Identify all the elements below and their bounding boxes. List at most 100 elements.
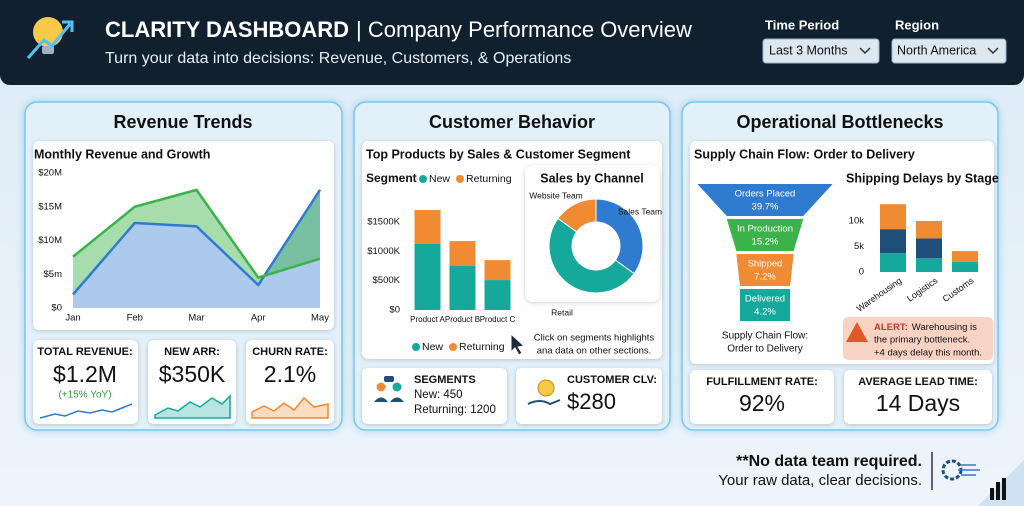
title-strong: CLARITY DASHBOARD xyxy=(105,17,349,42)
pie-segment xyxy=(595,198,644,275)
chart-note: Click on segments highlights xyxy=(534,333,655,344)
x-tick-label: Product B xyxy=(445,315,480,324)
sparkline xyxy=(39,403,133,419)
y-tick-label: $0 xyxy=(51,303,62,314)
funnel-stage xyxy=(726,219,804,251)
y-tick-label: $20M xyxy=(38,168,62,179)
y-tick-label: $0 xyxy=(389,305,400,316)
bar-segment xyxy=(880,253,906,272)
y-tick-label: 0 xyxy=(859,267,864,278)
pie-label: Retail xyxy=(551,307,573,317)
funnel-stage xyxy=(739,289,791,321)
x-tick-label: Apr xyxy=(251,313,266,324)
chart-title: Top Products by Sales & Customer Segment xyxy=(366,147,631,161)
filter-label: Region xyxy=(895,17,939,32)
kpi-line: New: 450 xyxy=(414,389,463,401)
coin-icon xyxy=(527,379,561,406)
stage-value: 39.7% xyxy=(752,202,779,213)
kpi-value: $1.2M xyxy=(53,361,117,387)
legend-swatch xyxy=(456,175,465,183)
kpi-value: $350K xyxy=(159,361,226,387)
chevron[interactable] xyxy=(987,47,999,55)
kpi-card xyxy=(362,368,507,424)
kpi-card xyxy=(33,340,138,424)
chart-title: Monthly Revenue and Growth xyxy=(34,147,210,161)
alert-line: Warehousing is xyxy=(912,322,977,333)
y-tick-label: $500K xyxy=(373,275,401,286)
y-tick-label: $10M xyxy=(38,235,62,246)
legend-swatch xyxy=(412,343,420,351)
select-value[interactable]: Last 3 Months xyxy=(769,43,848,57)
stage-label: Orders Placed xyxy=(735,189,796,200)
footer-icon xyxy=(941,459,1024,506)
x-tick-label: Product A xyxy=(410,315,445,324)
pie-label: Website Team xyxy=(529,190,583,200)
logo-icon xyxy=(26,17,74,59)
kpi-card xyxy=(148,340,236,424)
header-title: CLARITY DASHBOARD | Company Performance O… xyxy=(105,17,692,42)
bar-segment xyxy=(449,266,476,310)
line xyxy=(72,188,321,279)
kpi-value: 92% xyxy=(739,390,785,416)
chevron[interactable] xyxy=(859,47,871,55)
legend-swatch xyxy=(419,175,427,183)
pie-label: Sales Team xyxy=(618,206,662,216)
alert-label: ALERT: xyxy=(874,322,908,333)
stage-value: 15.2% xyxy=(752,237,779,248)
area-fill xyxy=(73,189,320,308)
people-icon xyxy=(374,376,404,402)
funnel-stage xyxy=(736,254,794,286)
kpi-label: FULFILLMENT RATE: xyxy=(706,376,818,388)
filter-select[interactable]: Last 3 Months xyxy=(762,38,880,64)
legend-label: Returning xyxy=(459,341,505,353)
stage-value: 7.2% xyxy=(754,272,776,283)
filter-label: Time Period xyxy=(765,17,839,32)
chart-title: Shipping Delays by Stage xyxy=(846,171,999,185)
alert-icon xyxy=(846,322,868,342)
kpi-label: AVERAGE LEAD TIME: xyxy=(858,376,978,388)
select-box[interactable] xyxy=(891,38,1007,64)
title-rest: | Company Performance Overview xyxy=(356,17,692,42)
bar-segment xyxy=(414,209,441,244)
sparkline xyxy=(251,396,329,419)
legend-label: New xyxy=(422,341,443,353)
filter-select[interactable]: North America xyxy=(891,38,1007,64)
legend-title: Segment xyxy=(366,171,417,185)
bar-segment xyxy=(952,261,978,272)
stage-label: In Production xyxy=(737,224,793,235)
y-tick-label: $5m xyxy=(44,269,63,280)
x-tick-label: Feb xyxy=(127,313,143,324)
select-box[interactable] xyxy=(762,38,880,64)
x-tick-label: Jan xyxy=(65,313,80,324)
kpi-value: 2.1% xyxy=(264,361,316,387)
legend-swatch xyxy=(449,343,458,351)
bar-segment xyxy=(952,251,978,262)
kpi-line: Returning: 1200 xyxy=(414,404,496,416)
bar-segment xyxy=(484,260,511,281)
x-tick-label: Product C xyxy=(480,315,516,324)
kpi-card xyxy=(690,370,834,424)
y-tick-label: $15M xyxy=(38,201,62,212)
bar-segment xyxy=(449,241,476,266)
kpi-card xyxy=(246,340,334,424)
stage-value: 4.2% xyxy=(754,307,776,318)
kpi-label: CHURN RATE: xyxy=(252,346,328,358)
header-subtitle: Turn your data into decisions: Revenue, … xyxy=(105,50,571,67)
chart-title: Supply Chain Flow: Order to Delivery xyxy=(694,147,915,161)
bar-segment xyxy=(880,229,906,254)
bar-segment xyxy=(916,221,942,239)
pie-segment xyxy=(548,217,635,294)
kpi-card xyxy=(516,368,662,424)
kpi-value: 14 Days xyxy=(876,390,960,416)
alert-line: the primary bottleneck. xyxy=(874,335,970,346)
footer-line: **No data team required. xyxy=(736,453,922,470)
x-tick-label: Mar xyxy=(188,313,204,324)
kpi-card xyxy=(844,370,992,424)
funnel-stage xyxy=(697,184,833,216)
pie-segment xyxy=(557,198,597,233)
kpi-value: $280 xyxy=(567,389,616,414)
select-value[interactable]: North America xyxy=(897,43,976,57)
kpi-label: TOTAL REVENUE: xyxy=(37,346,132,358)
kpi-label: CUSTOMER CLV: xyxy=(567,374,657,386)
